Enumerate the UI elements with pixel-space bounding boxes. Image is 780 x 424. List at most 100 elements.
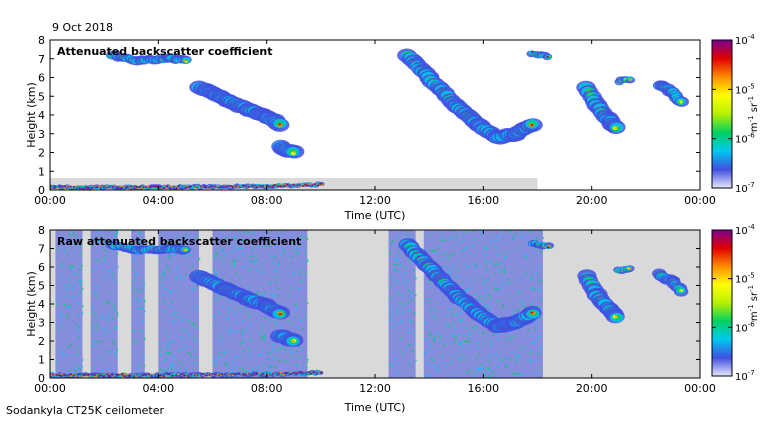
noise-speck [96, 327, 99, 329]
noise-speck [170, 302, 173, 304]
noise-speck [408, 331, 411, 333]
noise-speck [241, 333, 243, 336]
noise-speck [475, 325, 478, 327]
noise-speck [509, 338, 511, 340]
noise-speck [73, 272, 76, 275]
noise-speck [473, 327, 476, 330]
noise-speck [529, 352, 532, 354]
ytick-label: 3 [38, 128, 45, 141]
noise-speck [431, 307, 433, 309]
colorbar-unit-label: m-1 sr-1 [747, 96, 760, 132]
noise-speck [93, 340, 95, 342]
noise-speck [438, 248, 440, 250]
footer-label: Sodankyla CT25K ceilometer [6, 404, 165, 417]
noise-speck [289, 262, 291, 265]
noise-speck [454, 328, 456, 331]
noise-speck [433, 249, 436, 252]
noise-speck [135, 273, 138, 275]
noise-speck [477, 297, 480, 300]
noise-speck [519, 374, 522, 376]
noise-speck [428, 336, 431, 339]
noise-speck [68, 241, 71, 244]
noise-speck [538, 367, 541, 369]
noise-speck [477, 330, 480, 332]
cloud-mark [273, 184, 277, 187]
noise-speck [270, 230, 272, 232]
noise-speck [111, 340, 114, 343]
noise-speck [262, 294, 265, 297]
noise-speck [535, 325, 538, 327]
noise-speck [522, 276, 524, 279]
noise-speck [297, 288, 300, 291]
noise-speck [495, 235, 497, 237]
noise-speck [495, 288, 498, 290]
noise-speck [540, 346, 542, 349]
noise-speck [103, 259, 106, 262]
noise-speck [167, 266, 169, 269]
noise-speck [138, 364, 140, 367]
noise-speck [531, 278, 533, 280]
noise-speck [409, 320, 411, 322]
noise-speck [245, 329, 247, 331]
noise-speck [495, 263, 498, 265]
noise-speck [396, 270, 399, 273]
cloud-mark [183, 248, 187, 251]
noise-speck [138, 307, 140, 310]
noise-speck [166, 345, 168, 347]
noise-speck [62, 351, 64, 354]
colorbar-tick-label: 10-4 [735, 33, 755, 47]
noise-speck [410, 261, 413, 263]
noise-speck [413, 269, 416, 272]
ytick-label: 0 [38, 372, 45, 385]
noise-speck [79, 290, 81, 293]
noise-speck [503, 363, 505, 365]
ytick-label: 8 [38, 34, 45, 47]
noise-speck [213, 268, 215, 271]
noise-speck [217, 238, 219, 241]
noise-speck [178, 361, 181, 364]
noise-speck [512, 238, 515, 240]
noise-speck [449, 362, 452, 364]
noise-speck [95, 290, 97, 293]
noise-speck [268, 282, 270, 285]
noise-speck [430, 358, 433, 360]
noise-speck [227, 365, 229, 368]
noise-speck [495, 239, 497, 242]
noise-speck [454, 375, 457, 377]
noise-speck [272, 261, 274, 264]
noise-speck [443, 258, 446, 260]
noise-speck [140, 238, 142, 241]
noise-speck [269, 351, 271, 354]
noise-speck [180, 317, 183, 319]
noise-speck [79, 268, 81, 271]
noise-speck [271, 357, 274, 360]
noise-speck [537, 335, 540, 338]
noise-speck [116, 232, 119, 234]
noise-speck [494, 264, 497, 267]
noise-speck [212, 270, 215, 272]
noise-speck [535, 371, 538, 374]
noise-speck [101, 314, 103, 317]
noise-speck [134, 273, 137, 276]
noise-speck [479, 233, 482, 235]
noise-speck [230, 282, 233, 284]
noise-speck [506, 278, 509, 281]
noise-speck [304, 249, 307, 251]
noise-speck [144, 300, 146, 303]
cloud-mark [292, 183, 296, 186]
noise-speck [513, 335, 515, 338]
noise-speck [451, 254, 453, 256]
noise-speck [471, 230, 474, 232]
noise-speck [291, 323, 293, 325]
noise-speck [263, 335, 266, 337]
noise-speck [238, 230, 240, 233]
noise-speck [393, 263, 395, 266]
noise-speck [396, 280, 398, 282]
noise-speck [504, 271, 506, 273]
noise-speck [389, 305, 391, 307]
noise-speck [215, 361, 218, 364]
noise-speck [76, 353, 79, 356]
noise-speck [530, 361, 533, 363]
cloud-mark [255, 372, 259, 375]
